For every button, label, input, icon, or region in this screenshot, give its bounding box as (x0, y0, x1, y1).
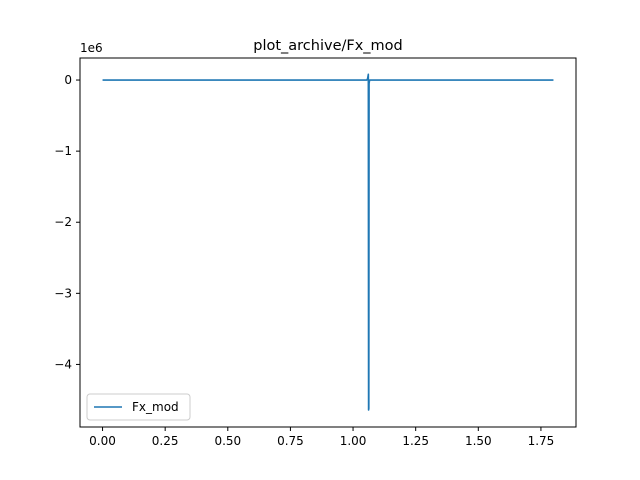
y-tick-label: −3 (54, 286, 72, 300)
y-tick-label: −1 (54, 144, 72, 158)
legend-label-fx-mod: Fx_mod (132, 400, 179, 414)
y-tick-label: −2 (54, 215, 72, 229)
x-tick-label: 0.00 (89, 434, 116, 448)
legend: Fx_mod (86, 393, 191, 421)
plot-area (102, 73, 554, 411)
x-tick-label: 0.75 (277, 434, 304, 448)
legend-box (86, 393, 191, 421)
x-tick-label: 1.25 (402, 434, 429, 448)
series-line-fx-mod (102, 73, 554, 411)
x-tick-label: 1.00 (340, 434, 367, 448)
x-tick-label: 0.25 (152, 434, 179, 448)
axes-frame (79, 57, 577, 428)
y-tick-label: −4 (54, 357, 72, 371)
y-tick-label: 0 (64, 73, 72, 87)
x-tick-label: 1.50 (465, 434, 492, 448)
y-axis-ticks: 0 −1 −2 −3 −4 (54, 73, 80, 371)
x-tick-label: 1.75 (528, 434, 555, 448)
x-axis-ticks: 0.00 0.25 0.50 0.75 1.00 1.25 1.50 1.75 (89, 427, 554, 448)
y-offset-label: 1e6 (80, 41, 103, 55)
x-tick-label: 0.50 (214, 434, 241, 448)
chart-title: plot_archive/Fx_mod (253, 38, 403, 54)
